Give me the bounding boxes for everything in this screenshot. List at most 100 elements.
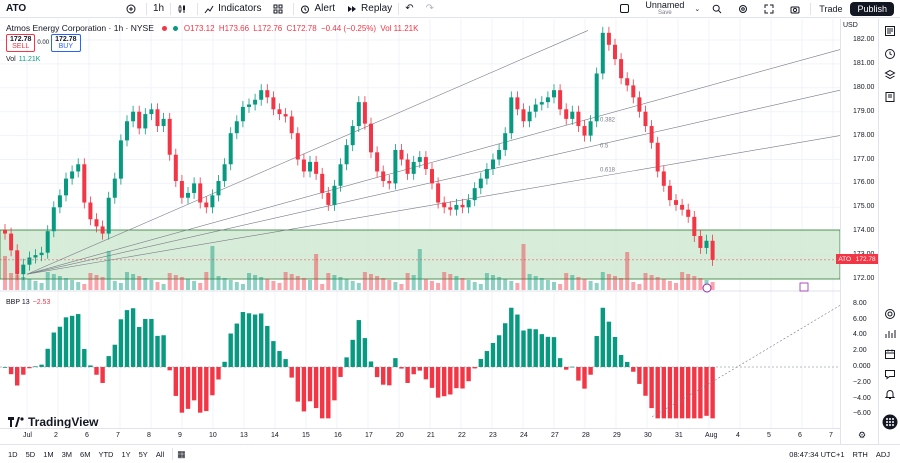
quick-search-button[interactable] bbox=[706, 0, 732, 18]
oscillator-bar bbox=[246, 313, 252, 367]
oscillator-bar bbox=[173, 367, 178, 396]
symbol-search[interactable]: ATO bbox=[0, 0, 120, 18]
target-icon[interactable] bbox=[884, 308, 896, 320]
indicators-button[interactable]: Indicators bbox=[198, 0, 267, 18]
volume-bar bbox=[667, 281, 672, 290]
layout-grid-button[interactable] bbox=[267, 0, 293, 18]
volume-bar bbox=[45, 272, 50, 290]
candle-body bbox=[454, 204, 459, 210]
oscillator-bar bbox=[356, 320, 361, 367]
add-symbol-button[interactable] bbox=[120, 0, 146, 18]
time-axis-label: 2 bbox=[54, 432, 58, 439]
date-range-calendar-icon[interactable]: ▦ bbox=[177, 448, 186, 459]
chat-icon[interactable] bbox=[884, 368, 896, 380]
range-button-1d[interactable]: 1D bbox=[8, 449, 18, 459]
bell-icon[interactable] bbox=[884, 388, 896, 400]
layout-select[interactable]: Unnamed Save ⌄ bbox=[614, 0, 706, 18]
layout-name: Unnamed Save bbox=[635, 0, 694, 17]
chart-type-button[interactable] bbox=[171, 0, 197, 18]
apps-grid-icon[interactable] bbox=[882, 414, 898, 430]
volume-bar bbox=[149, 280, 154, 290]
oscillator-bar bbox=[374, 367, 380, 378]
candle-body bbox=[186, 192, 190, 198]
watchlist-icon[interactable] bbox=[884, 25, 896, 37]
oscillator-bar bbox=[545, 336, 551, 367]
range-button-5d[interactable]: 5D bbox=[25, 449, 36, 459]
layers-icon[interactable] bbox=[884, 69, 896, 81]
price-scale[interactable]: USD 182.00 181.00 180.00 179.00 178.00 177.00… bbox=[840, 19, 878, 444]
range-button-6m[interactable]: 6M bbox=[80, 449, 91, 459]
volume-bar bbox=[33, 281, 38, 290]
volume-bar bbox=[460, 278, 465, 290]
trade-button[interactable]: Trade bbox=[811, 0, 850, 18]
low-value: L172.76 bbox=[253, 23, 283, 33]
alert-label: Alert bbox=[314, 3, 336, 14]
time-axis-label: 15 bbox=[302, 432, 310, 439]
volume-bar bbox=[466, 280, 471, 290]
volume-bar bbox=[411, 275, 416, 290]
fullscreen-button[interactable] bbox=[758, 0, 784, 18]
range-button-1y[interactable]: 1Y bbox=[121, 449, 131, 459]
clock-display[interactable]: 08:47:34 UTC+1 bbox=[789, 449, 845, 459]
tradingview-logo[interactable]: TradingView bbox=[8, 415, 98, 429]
time-axis-label: 9 bbox=[178, 432, 182, 439]
candle-body bbox=[137, 111, 142, 129]
sell-button[interactable]: 172.78 SELL bbox=[6, 34, 36, 52]
redo-button[interactable]: ↷ bbox=[420, 0, 440, 18]
oscillator-bar bbox=[33, 366, 38, 368]
oscillator-bar bbox=[57, 326, 63, 367]
replay-button[interactable]: Replay bbox=[341, 0, 398, 18]
session-toggle[interactable]: RTH bbox=[852, 449, 868, 459]
candle-body bbox=[57, 195, 62, 208]
candle-body bbox=[131, 111, 136, 122]
oscillator-bar bbox=[503, 323, 508, 367]
dividend-event-marker bbox=[702, 283, 712, 293]
currency-label: USD bbox=[843, 22, 858, 29]
oscillator-bar bbox=[582, 367, 587, 389]
adjust-toggle[interactable]: ADJ bbox=[875, 449, 890, 459]
range-button-ytd[interactable]: YTD bbox=[98, 449, 114, 459]
oscillator-scale-label: 0.000 bbox=[853, 363, 871, 370]
candle-body bbox=[82, 164, 87, 203]
range-button-5y[interactable]: 5Y bbox=[138, 449, 148, 459]
time-axis[interactable]: ⚙ Jul 2 6 7 8 9 10 13 14 15 16 17 20 21 22 23 24 27 28 29 30… bbox=[0, 428, 866, 442]
range-button-1m[interactable]: 1M bbox=[43, 449, 54, 459]
chart-pane[interactable]: 0.382 0.5 0.618 Atmos Energy Corporation ·… bbox=[0, 19, 878, 444]
buy-button[interactable]: 172.78 BUY bbox=[51, 34, 81, 52]
undo-icon: ↶ bbox=[405, 3, 414, 14]
price-scale-label: 181.00 bbox=[853, 59, 875, 67]
candle-body bbox=[76, 164, 81, 172]
candle-body bbox=[125, 121, 129, 141]
alerts-clock-icon[interactable] bbox=[884, 48, 896, 60]
price-chart[interactable]: 0.382 0.5 0.618 bbox=[0, 19, 878, 444]
publish-button[interactable]: Publish bbox=[850, 1, 894, 16]
snapshot-button[interactable] bbox=[784, 0, 810, 18]
range-button-3m[interactable]: 3M bbox=[61, 449, 73, 459]
oscillator-bar bbox=[588, 367, 593, 375]
hotlist-icon[interactable] bbox=[884, 328, 896, 340]
candle-body bbox=[161, 118, 166, 127]
oscillator-bar bbox=[15, 367, 20, 386]
undo-button[interactable]: ↶ bbox=[399, 0, 419, 18]
interval-button[interactable]: 1h bbox=[147, 0, 170, 18]
settings-button[interactable] bbox=[732, 0, 758, 18]
volume-bar bbox=[369, 274, 373, 290]
oscillator-bar bbox=[185, 367, 191, 409]
indicators-label: Indicators bbox=[218, 3, 262, 14]
volume-bar bbox=[387, 280, 392, 290]
volume-bar bbox=[613, 276, 617, 290]
volume-bar bbox=[558, 284, 563, 290]
oscillator-bar bbox=[277, 351, 282, 367]
volume-bar bbox=[588, 281, 593, 290]
axis-settings-icon[interactable]: ⚙ bbox=[858, 430, 867, 440]
calendar-icon[interactable] bbox=[884, 348, 896, 360]
high-value: H173.66 bbox=[218, 23, 250, 33]
range-button-all[interactable]: All bbox=[155, 449, 165, 459]
oscillator-bar bbox=[216, 367, 221, 380]
candle-body bbox=[27, 257, 32, 265]
notes-icon[interactable] bbox=[884, 91, 896, 103]
alert-button[interactable]: Alert bbox=[294, 0, 341, 18]
oscillator-scale-label: −6.00 bbox=[853, 410, 871, 418]
candle-body bbox=[698, 235, 703, 248]
indicators-icon bbox=[204, 5, 214, 13]
